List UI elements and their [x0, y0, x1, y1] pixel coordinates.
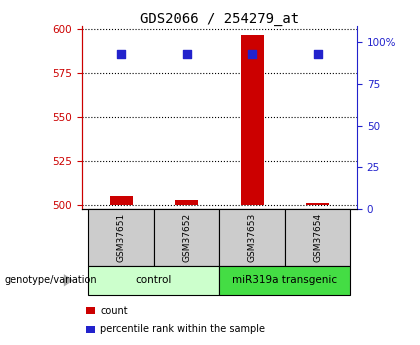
- Text: percentile rank within the sample: percentile rank within the sample: [100, 325, 265, 334]
- Bar: [241, 34, 264, 205]
- Text: GSM37651: GSM37651: [117, 213, 126, 262]
- Text: GSM37654: GSM37654: [313, 213, 322, 262]
- Bar: [89, 266, 220, 295]
- Bar: [110, 196, 133, 205]
- Bar: [306, 204, 329, 205]
- Text: GSM37652: GSM37652: [182, 213, 191, 262]
- Bar: [175, 200, 198, 205]
- Point: [118, 51, 125, 57]
- Point: [184, 51, 190, 57]
- Text: genotype/variation: genotype/variation: [4, 275, 97, 285]
- Bar: [220, 209, 285, 266]
- Point: [249, 51, 255, 57]
- Text: control: control: [136, 275, 172, 285]
- Text: miR319a transgenic: miR319a transgenic: [232, 275, 338, 285]
- Bar: [154, 209, 220, 266]
- Text: GDS2066 / 254279_at: GDS2066 / 254279_at: [140, 12, 299, 26]
- Text: count: count: [100, 306, 128, 315]
- Bar: [285, 209, 350, 266]
- Bar: [220, 266, 350, 295]
- Bar: [89, 209, 154, 266]
- Text: GSM37653: GSM37653: [248, 213, 257, 262]
- Point: [314, 51, 321, 57]
